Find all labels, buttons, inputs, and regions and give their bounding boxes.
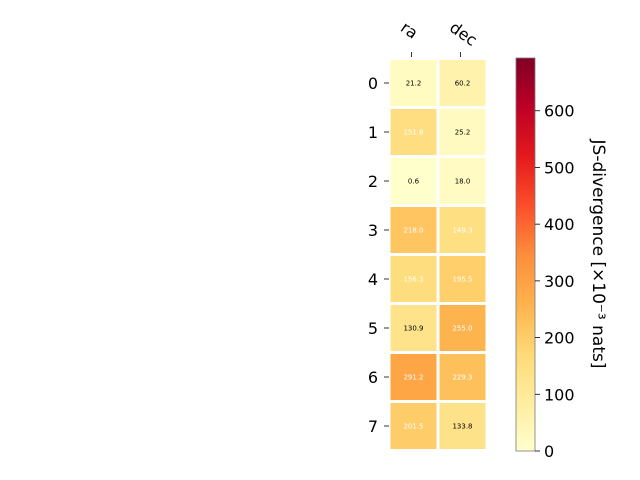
cell-value-label: 25.2 bbox=[455, 129, 471, 137]
colorbar-tick-label: 600 bbox=[544, 102, 575, 121]
heatmap-cell bbox=[439, 207, 486, 253]
heatmap-cell bbox=[439, 109, 486, 155]
column-label: dec bbox=[446, 18, 480, 50]
heatmap-cell bbox=[390, 60, 437, 106]
cell-value-label: 201.5 bbox=[403, 423, 423, 431]
cell-value-label: 195.5 bbox=[452, 276, 472, 284]
column-label: ra bbox=[397, 18, 421, 43]
colorbar bbox=[515, 57, 536, 452]
heatmap-cell bbox=[390, 207, 437, 253]
cell-value-label: 151.8 bbox=[403, 129, 423, 137]
cell-value-label: 255.0 bbox=[452, 325, 472, 333]
cell-value-label: 218.0 bbox=[403, 227, 423, 235]
cell-value-label: 133.8 bbox=[452, 423, 472, 431]
heatmap-cell bbox=[439, 354, 486, 400]
row-ticks: 0 1 2 3 4 5 6 7 bbox=[368, 74, 389, 436]
colorbar-tick-label: 500 bbox=[544, 158, 575, 177]
cell-value-label: 149.3 bbox=[452, 227, 472, 235]
cell-value-label: 130.9 bbox=[403, 325, 423, 333]
heatmap-cell bbox=[390, 158, 437, 204]
colorbar-tick-label: 400 bbox=[544, 215, 575, 234]
cell-value-label: 21.2 bbox=[406, 80, 422, 88]
row-label: 1 bbox=[368, 123, 378, 142]
row-label: 5 bbox=[368, 319, 378, 338]
heatmap-cell bbox=[439, 60, 486, 106]
heatmap-cell bbox=[439, 256, 486, 302]
row-label: 3 bbox=[368, 221, 378, 240]
row-label: 0 bbox=[368, 74, 378, 93]
cell-value-label: 0.6 bbox=[408, 178, 420, 186]
cell-value-label: 18.0 bbox=[455, 178, 471, 186]
cell-value-label: 229.3 bbox=[452, 374, 472, 382]
heatmap-cell bbox=[390, 354, 437, 400]
heatmap-cell bbox=[390, 109, 437, 155]
colorbar-label: JS-divergence [×10⁻³ nats] bbox=[588, 139, 608, 369]
heatmap-cell bbox=[390, 403, 437, 449]
heatmap-cell bbox=[390, 305, 437, 351]
colorbar-tick-label: 100 bbox=[544, 385, 575, 404]
cell-labels: 21.2 60.2 151.8 25.2 0.6 18.0 218.0 149.3 156.3 1… bbox=[403, 80, 472, 431]
row-label: 7 bbox=[368, 417, 378, 436]
heatmap-cell bbox=[439, 403, 486, 449]
row-label: 2 bbox=[368, 172, 378, 191]
heatmap-cells bbox=[390, 60, 486, 449]
heatmap-cell bbox=[439, 158, 486, 204]
cell-value-label: 291.2 bbox=[403, 374, 423, 382]
colorbar-tick-label: 300 bbox=[544, 272, 575, 291]
heatmap-cell bbox=[390, 256, 437, 302]
colorbar-ticks: 0 100 200 300 400 500 600 bbox=[535, 102, 575, 461]
cell-value-label: 60.2 bbox=[455, 80, 471, 88]
heatmap-cell bbox=[439, 305, 486, 351]
row-label: 6 bbox=[368, 368, 378, 387]
column-ticks: ra dec bbox=[397, 18, 481, 57]
row-label: 4 bbox=[368, 270, 378, 289]
colorbar-tick-label: 0 bbox=[544, 442, 554, 461]
cell-value-label: 156.3 bbox=[403, 276, 423, 284]
colorbar-tick-label: 200 bbox=[544, 329, 575, 348]
